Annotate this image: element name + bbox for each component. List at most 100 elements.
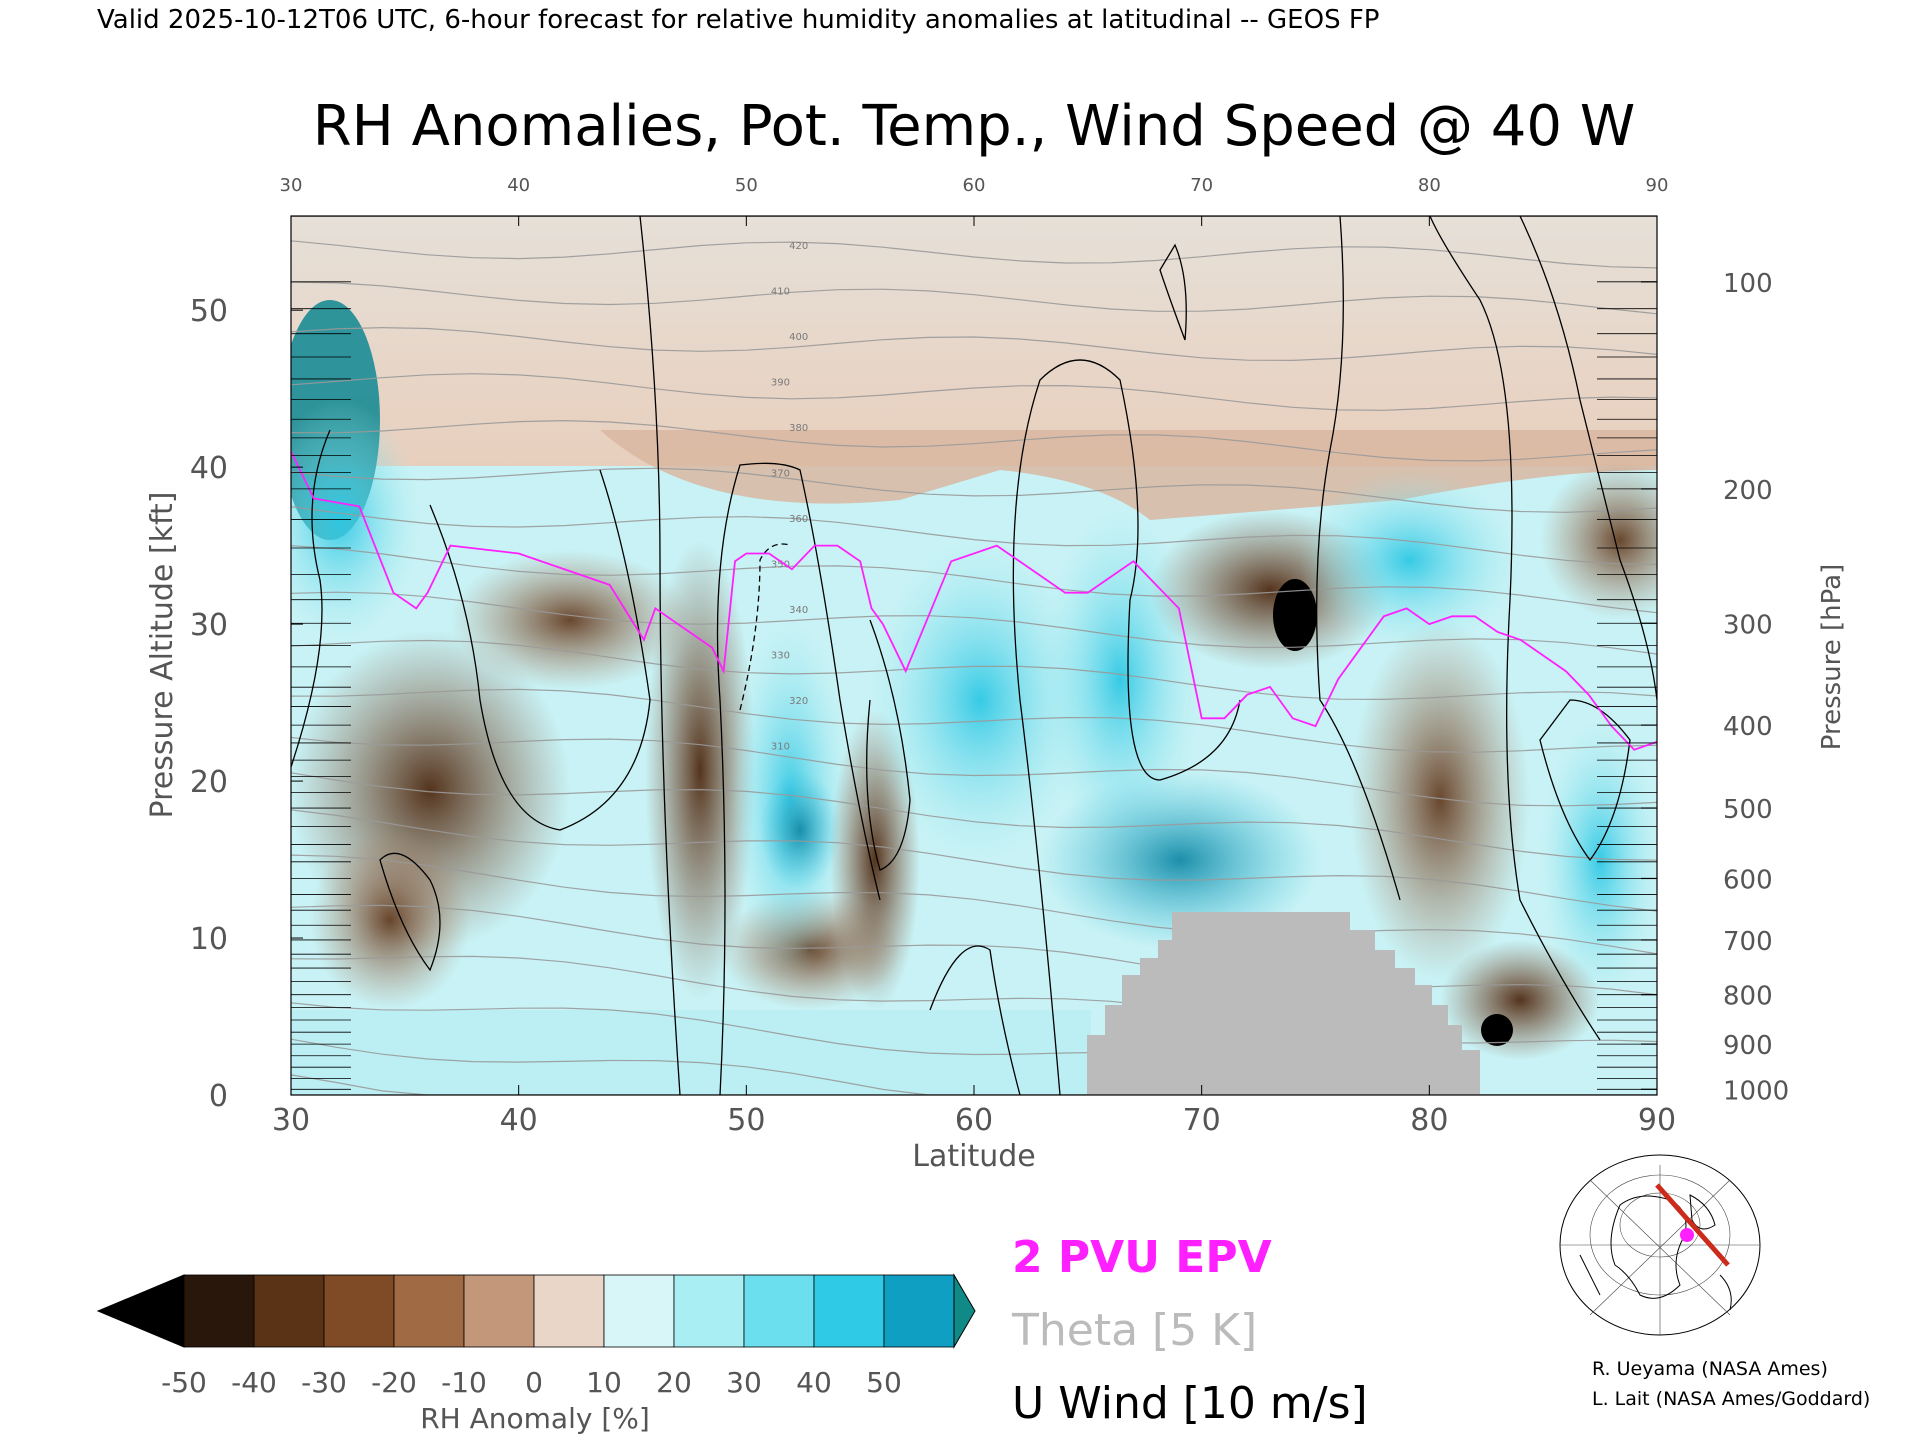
pressure-tick-label: 600 — [1723, 865, 1773, 895]
y-tick-label: 20 — [190, 765, 228, 800]
theta-label: 410 — [771, 286, 790, 297]
polar-map-icon — [1559, 1154, 1761, 1336]
pressure-tick-label: 400 — [1723, 712, 1773, 742]
surface-strip — [291, 1010, 1091, 1095]
colorbar-under-triangle — [96, 1274, 185, 1348]
colorbar-tick-label: -10 — [441, 1366, 487, 1399]
legend-theta: Theta [5 K] — [1011, 1305, 1257, 1356]
u-wind-contour — [1429, 216, 1601, 1041]
pressure-tick-label: 500 — [1723, 795, 1773, 825]
pressure-tick-label: 900 — [1723, 1031, 1773, 1061]
very-dry-core-82 — [1481, 1014, 1513, 1046]
x-tick-label-top: 30 — [280, 175, 303, 196]
x-tick-label-top: 70 — [1190, 175, 1213, 196]
x-axis-label: Latitude — [912, 1139, 1035, 1174]
x-axis-bottom: 30 40 50 60 70 80 90 — [272, 1085, 1676, 1138]
colorbar-tick-label: -30 — [301, 1366, 347, 1399]
x-tick-label: 80 — [1410, 1103, 1448, 1138]
legend-epv: 2 PVU EPV — [1012, 1232, 1272, 1283]
cross-section-path — [1655, 1183, 1730, 1267]
colorbar: -50 -40 -30 -20 -10 0 10 20 30 40 50 — [96, 1273, 976, 1399]
theta-contour — [291, 545, 1657, 614]
cyan-column-60 — [870, 540, 1090, 860]
x-tick-label: 30 — [272, 1103, 310, 1138]
epv-contour — [291, 451, 1657, 751]
cyan-lower-right — [1540, 720, 1657, 1000]
u-wind-contour — [739, 543, 791, 711]
colorbar-tick-label: 50 — [866, 1366, 902, 1399]
theta-contour — [291, 240, 1657, 269]
theta-contours — [291, 216, 1657, 1095]
colorbar-swatch — [463, 1274, 535, 1348]
colorbar-swatch — [603, 1274, 675, 1348]
legend-uwind: U Wind [10 m/s] — [1012, 1378, 1368, 1429]
theta-labels: 310 320 330 340 350 360 370 380 390 400 410 420 — [771, 241, 808, 753]
u-wind-contour — [929, 945, 1021, 1095]
y-tick-label: 40 — [190, 451, 228, 486]
u-wind-contour — [1519, 216, 1657, 701]
pressure-tick-label: 1000 — [1723, 1076, 1789, 1106]
colorbar-swatch — [183, 1274, 255, 1348]
y-axis-left: 0 10 20 30 40 50 — [190, 281, 351, 1114]
theta-contour — [291, 639, 1657, 701]
teal-blob-52 — [760, 770, 840, 890]
theta-contour — [291, 772, 1657, 861]
x-tick-label: 50 — [727, 1103, 765, 1138]
y-tick-label: 10 — [190, 922, 228, 957]
colorbar-swatch — [673, 1274, 745, 1348]
theta-contour — [291, 467, 1657, 513]
u-wind-contour — [429, 469, 651, 831]
dry-lower-82 — [1440, 940, 1600, 1060]
theta-contour — [291, 326, 1657, 362]
pressure-tick-label: 300 — [1723, 610, 1773, 640]
x-tick-label: 60 — [955, 1103, 993, 1138]
theta-contour — [291, 591, 1657, 655]
y2-axis-label: Pressure [hPa] — [1817, 564, 1847, 751]
colorbar-tick-label: -40 — [231, 1366, 277, 1399]
terrain-mask — [1087, 912, 1480, 1095]
u-wind-contour — [291, 429, 331, 770]
dry-upper-right — [1540, 460, 1657, 620]
colorbar-tick-label: 0 — [525, 1366, 543, 1399]
theta-contour — [291, 373, 1657, 411]
x-tick-label-top: 40 — [507, 175, 530, 196]
theta-label: 420 — [789, 241, 808, 252]
y-axis-right: 100 200 300 400 500 600 700 800 900 1000 — [1597, 269, 1789, 1106]
very-dry-core-74 — [1273, 579, 1317, 651]
u-wind-contour — [716, 462, 881, 1095]
theta-contour — [291, 809, 1657, 912]
cyan-upper-78 — [1300, 470, 1520, 650]
colorbar-tick-label: 20 — [656, 1366, 692, 1399]
theta-label: 320 — [789, 696, 808, 707]
colorbar-tick-label: 30 — [726, 1366, 762, 1399]
pressure-tick-label: 100 — [1723, 269, 1773, 299]
x-tick-label-top: 60 — [963, 175, 986, 196]
x-tick-label-top: 50 — [735, 175, 758, 196]
chart-title: RH Anomalies, Pot. Temp., Wind Speed @ 4… — [313, 94, 1635, 159]
theta-label: 370 — [771, 469, 790, 480]
upper-stratosphere-band — [291, 216, 1657, 466]
u-wind-contour — [1012, 359, 1241, 1095]
dry-column-80 — [1350, 620, 1530, 980]
theta-contour — [291, 1038, 1657, 1095]
colorbar-tick-label: -50 — [161, 1366, 207, 1399]
y-tick-label: 0 — [209, 1079, 228, 1114]
theta-label: 360 — [789, 514, 808, 525]
credit-line-2: L. Lait (NASA Ames/Goddard) — [1592, 1388, 1870, 1410]
map-coastline — [1579, 1194, 1732, 1311]
theta-contour — [291, 854, 1657, 955]
theta-contour — [291, 688, 1657, 753]
colorbar-swatch — [533, 1274, 605, 1348]
theta-label: 390 — [771, 378, 790, 389]
theta-contour — [291, 506, 1657, 565]
theta-contour — [291, 736, 1657, 807]
theta-contour — [291, 281, 1657, 315]
pressure-tick-label: 800 — [1723, 982, 1773, 1012]
u-wind-contour — [1316, 216, 1401, 901]
location-marker — [1680, 1228, 1694, 1242]
y-tick-label: 30 — [190, 608, 228, 643]
colorbar-swatch — [883, 1274, 955, 1348]
header-text: Valid 2025-10-12T06 UTC, 6-hour forecast… — [97, 5, 1379, 35]
colorbar-swatch — [253, 1274, 325, 1348]
